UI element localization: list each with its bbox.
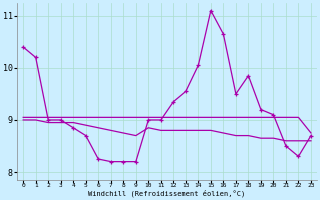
X-axis label: Windchill (Refroidissement éolien,°C): Windchill (Refroidissement éolien,°C) xyxy=(88,190,246,197)
